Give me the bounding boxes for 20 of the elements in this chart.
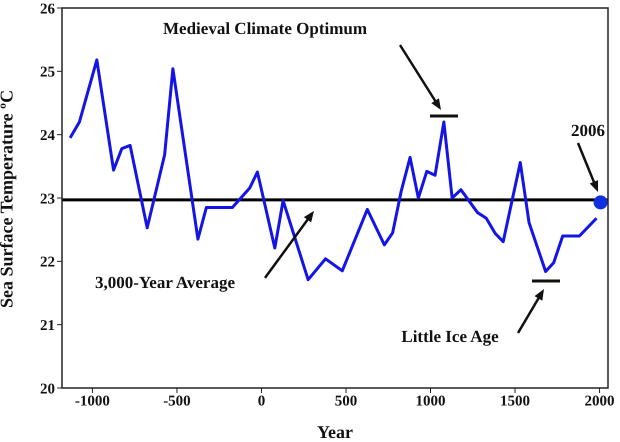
x-tick-label: 500: [334, 394, 358, 410]
ref-line-label: 3,000-Year Average: [94, 272, 236, 292]
x-axis-title: Year: [317, 422, 353, 442]
x-tick-label: -500: [163, 394, 191, 410]
y-axis-title: Sea Surface Temperature ºC: [0, 90, 16, 308]
annotation: 2006: [571, 120, 605, 140]
x-tick-label: 2000: [584, 394, 615, 410]
x-tick-label: 1000: [416, 394, 446, 410]
x-tick-label: 0: [258, 394, 266, 410]
annotation: Medieval Climate Optimum: [163, 18, 367, 38]
x-tick-label: -1000: [74, 394, 110, 410]
y-tick-label: 21: [40, 318, 55, 334]
y-tick-label: 20: [40, 381, 55, 398]
y-tick-label: 23: [40, 191, 55, 208]
y-tick-label: 24: [40, 128, 56, 144]
y-tick-label: 22: [40, 254, 55, 271]
y-tick-label: 25: [40, 64, 55, 81]
y-tick-label: 26: [40, 1, 56, 18]
x-tick-label: 1500: [500, 394, 530, 410]
annotation: Little Ice Age: [401, 326, 500, 346]
